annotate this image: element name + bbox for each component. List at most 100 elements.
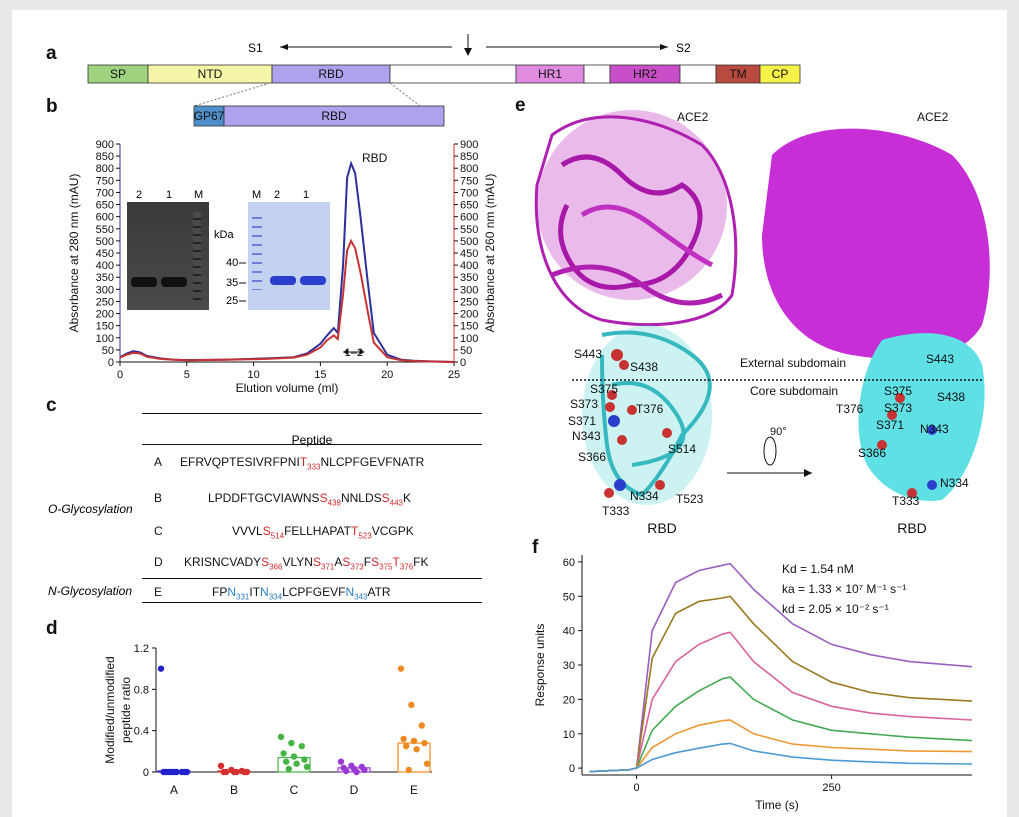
series-line bbox=[589, 631, 973, 773]
gel2-lane-label: M bbox=[252, 189, 261, 201]
domain-label: RBD bbox=[318, 67, 344, 81]
residue-label-left: S375 bbox=[590, 382, 618, 396]
y-tick-label: 650 bbox=[96, 200, 114, 212]
kdis-value: kd = 2.05 × 10⁻² s⁻¹ bbox=[782, 602, 889, 616]
zoom-line-left bbox=[193, 82, 271, 107]
residue-label-left: T523 bbox=[676, 492, 704, 506]
kda-label: kDa bbox=[214, 229, 234, 241]
y-tick-label: 200 bbox=[96, 309, 114, 321]
residue-label-left: S371 bbox=[568, 414, 596, 428]
domain-segment bbox=[583, 64, 611, 84]
panel-e-structure: ACE2 ACE2 RBD RBD External subdomain Core sub… bbox=[534, 110, 990, 535]
series-line bbox=[589, 742, 973, 773]
y-tick-label: 300 bbox=[96, 284, 114, 296]
s1-label: S1 bbox=[248, 41, 263, 55]
peptide-id: B bbox=[154, 491, 163, 505]
x-tick-label: 0 bbox=[634, 782, 640, 794]
peptide-id: A bbox=[154, 455, 163, 469]
data-point bbox=[223, 768, 230, 776]
residue-label-left: T376 bbox=[636, 402, 664, 416]
table-header: Peptide bbox=[291, 433, 333, 447]
table-rule-bottom bbox=[142, 602, 482, 603]
series-line bbox=[119, 238, 455, 363]
data-point bbox=[413, 746, 420, 753]
residue-label-right: T333 bbox=[892, 494, 920, 508]
y-tick-label-right: 750 bbox=[460, 175, 478, 187]
data-point bbox=[285, 765, 292, 773]
panel-e-labels: ACE2 ACE2 RBD RBD External subdomain Core sub… bbox=[568, 110, 969, 535]
rbd-cartoon-left bbox=[582, 325, 712, 505]
ace2-label-left: ACE2 bbox=[677, 110, 709, 124]
data-point bbox=[301, 756, 308, 763]
residue-label-left: S514 bbox=[668, 442, 696, 456]
y-tick-label-right: 50 bbox=[460, 345, 472, 357]
residue-label-right: S438 bbox=[937, 390, 965, 404]
y-tick-label-right: 900 bbox=[460, 139, 478, 151]
x-tick-label: 25 bbox=[448, 369, 460, 381]
data-point bbox=[290, 753, 298, 760]
y-tick-label: 30 bbox=[563, 660, 575, 672]
gel1-band bbox=[161, 277, 187, 287]
series-line bbox=[589, 719, 973, 773]
residue-label-right: S375 bbox=[884, 384, 912, 398]
y-tick-label-right: 450 bbox=[460, 248, 478, 260]
ace2-surface-right bbox=[762, 128, 990, 360]
s2-arrowhead bbox=[660, 44, 668, 50]
domain-label: TM bbox=[729, 67, 746, 81]
data-point bbox=[403, 742, 410, 750]
gel1-lane-label: 2 bbox=[136, 189, 142, 201]
y-tick-label: 50 bbox=[563, 591, 575, 603]
data-point bbox=[423, 760, 431, 767]
y-tick-label: 900 bbox=[96, 139, 114, 151]
peptide-sequence: FPN331ITN334LCPFGEVFN343ATR bbox=[212, 585, 391, 602]
rbd-label-right: RBD bbox=[897, 520, 927, 535]
data-point bbox=[233, 768, 240, 776]
peptide-id: E bbox=[154, 585, 163, 599]
y-tick-label: 0 bbox=[569, 763, 575, 775]
chart-title: RBD bbox=[362, 151, 388, 165]
data-point bbox=[303, 763, 311, 771]
residue-label-left: S373 bbox=[570, 397, 598, 411]
construct-label: RBD bbox=[321, 109, 347, 123]
rbd-label-left: RBD bbox=[647, 520, 677, 535]
panel-label-e: e bbox=[515, 95, 526, 116]
data-point bbox=[408, 701, 415, 709]
residue-label-left: N334 bbox=[630, 489, 659, 503]
n-glycosylation-label: N-Glycosylation bbox=[48, 584, 133, 598]
gel1-lane-label: 1 bbox=[166, 189, 172, 201]
y-tick-label: 450 bbox=[96, 248, 114, 260]
y-tick-label: 250 bbox=[96, 296, 114, 308]
y-tick-label-right: 0 bbox=[460, 357, 466, 369]
x-axis-label: Time (s) bbox=[755, 798, 799, 812]
y-axis-label: Response units bbox=[533, 624, 547, 707]
gel2-band bbox=[300, 276, 326, 285]
panel-label-a: a bbox=[46, 43, 57, 64]
x-tick-label: E bbox=[410, 783, 418, 797]
y-tick-label: 600 bbox=[96, 212, 114, 224]
panel-label-c: c bbox=[46, 395, 57, 416]
y-tick-label: 700 bbox=[96, 187, 114, 199]
x-tick-label: 10 bbox=[247, 369, 259, 381]
data-point bbox=[418, 722, 425, 729]
gel2-lane-label: 2 bbox=[274, 189, 280, 201]
gel-image-1 bbox=[127, 202, 209, 310]
y-tick-label: 350 bbox=[96, 272, 114, 284]
peptide-sequence: VVVLS514FELLHAPATT523VCGPK bbox=[232, 524, 414, 541]
data-point bbox=[165, 768, 172, 776]
y-tick-label-right: 400 bbox=[460, 260, 478, 272]
x-tick-label: 15 bbox=[314, 369, 326, 381]
y-tick-label: 100 bbox=[96, 333, 114, 345]
data-point bbox=[405, 766, 412, 774]
y-tick-label: 0.4 bbox=[134, 726, 149, 738]
y-tick-label-right: 550 bbox=[460, 224, 478, 236]
x-tick-label: 20 bbox=[381, 369, 393, 381]
y-tick-label: 400 bbox=[96, 260, 114, 272]
rotation-arrowhead bbox=[804, 469, 812, 477]
y-tick-label: 500 bbox=[96, 236, 114, 248]
y-tick-label: 550 bbox=[96, 224, 114, 236]
residue-label-right: S373 bbox=[884, 401, 912, 415]
zoom-line-right bbox=[389, 82, 421, 107]
peptide-id: D bbox=[154, 555, 163, 569]
y-axis-label-right: Absorbance at 260 nm (mAU) bbox=[483, 174, 497, 333]
y-tick-label-right: 800 bbox=[460, 163, 478, 175]
